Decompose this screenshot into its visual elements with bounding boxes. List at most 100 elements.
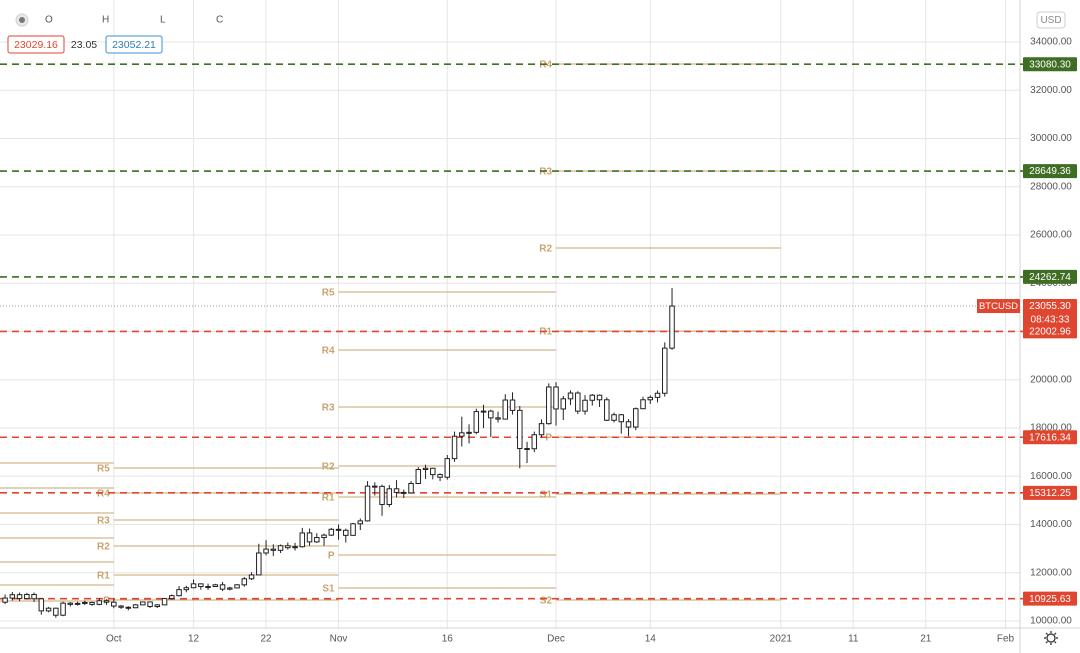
candle-body [31,593,37,600]
candle-body [625,421,632,428]
candle-body [82,601,88,604]
candle-body [408,482,414,494]
level-price-label: 28649.36 [1029,166,1071,177]
candle-body [292,546,298,549]
legend-field: H [102,15,109,26]
candle-body [386,488,393,505]
pivot-label: R4 [539,60,552,71]
level-price-label: 22002.96 [1029,327,1071,338]
candle-body [74,602,81,605]
candle-body [147,601,153,608]
pivot-label: R2 [97,542,110,553]
pivot-label: R5 [322,288,335,299]
pivot-label: S2 [540,596,553,607]
candle-body [669,305,675,349]
candle-body [582,399,588,412]
candle-body [205,586,211,589]
x-tick-label: 11 [848,634,859,645]
candle-body [640,399,646,410]
candle-body [473,411,480,433]
candle-body [270,548,277,551]
candle-body [531,434,538,450]
candle-body [9,594,16,599]
legend-field: C [216,15,223,26]
candle-body [96,600,103,605]
symbol-box [977,299,1020,314]
candle-body [604,399,610,421]
candle-body [328,528,335,536]
x-tick-label: Oct [106,634,122,645]
candle-body [364,485,371,522]
candle-body [89,601,95,605]
candle-body [662,347,668,394]
candle-body [372,485,378,488]
y-tick-label: 28000.00 [1030,181,1072,192]
candle-body [67,602,74,605]
candle-body [379,485,385,505]
candle-body [509,399,516,411]
candle-body [198,583,204,588]
x-tick-label: 16 [442,634,454,645]
candle-body [524,448,530,451]
candle-body [176,589,182,597]
candle-body [567,392,574,400]
x-tick-label: Nov [330,634,348,645]
candle-body [321,534,327,539]
candle-body [183,587,190,591]
candle-body [560,398,567,410]
settings-icon[interactable] [1044,631,1058,645]
candle-body [495,417,501,420]
x-tick-label: 22 [260,634,272,645]
candle-body [248,574,255,580]
plot-area: R5R4R3R2R1PR5R4R3R2R1PS1R4R3R2R1PS1S2 [0,60,1020,618]
candle-body [125,606,132,609]
candle-body [589,394,596,401]
level-price-label: 10925.63 [1029,594,1071,605]
candle-body [437,474,443,478]
last-price-label: 23055.30 [1029,301,1071,312]
candle-body [118,605,124,608]
pivot-label: R3 [539,167,552,178]
candle-body [393,488,400,493]
x-tick-label: 21 [920,634,932,645]
y-tick-label: 20000.00 [1030,374,1072,385]
legend-value: 23052.21 [112,39,156,51]
candle-body [633,408,639,428]
ohlc-legend: O H L C 23029.16 23.05 23052.21 [7,13,223,54]
level-price-box [1023,485,1077,500]
candle-body [169,595,175,600]
candle-body [430,467,436,476]
currency-box[interactable] [1036,11,1066,29]
pivot-label: R4 [322,346,335,357]
level-price-label: 17616.34 [1029,432,1071,443]
candle-body [2,597,8,603]
candle-body [350,523,356,536]
pivot-label: P [545,433,552,444]
candle-body [538,423,545,436]
candle-body [306,532,313,543]
candle-body [60,602,66,616]
candle-body [517,409,523,450]
pivot-label: P [328,551,335,562]
candle-body [140,601,146,606]
x-tick-label: 12 [188,634,200,645]
candle-body [219,584,226,590]
candle-body [647,396,654,401]
pivot-label: R2 [322,462,335,473]
candle-body [190,583,197,589]
candle-body [654,392,661,398]
candle-body [154,604,161,608]
y-tick-label: 12000.00 [1030,567,1072,578]
last-price-box [1023,299,1077,328]
candle-body [422,467,429,470]
candle-body [596,394,603,401]
candle-body [53,607,59,616]
candle-body [444,458,451,478]
legend-value: 23.05 [71,39,97,51]
level-price-box [1023,269,1077,284]
level-price-label: 15312.25 [1029,488,1071,499]
candle-body [618,414,625,423]
